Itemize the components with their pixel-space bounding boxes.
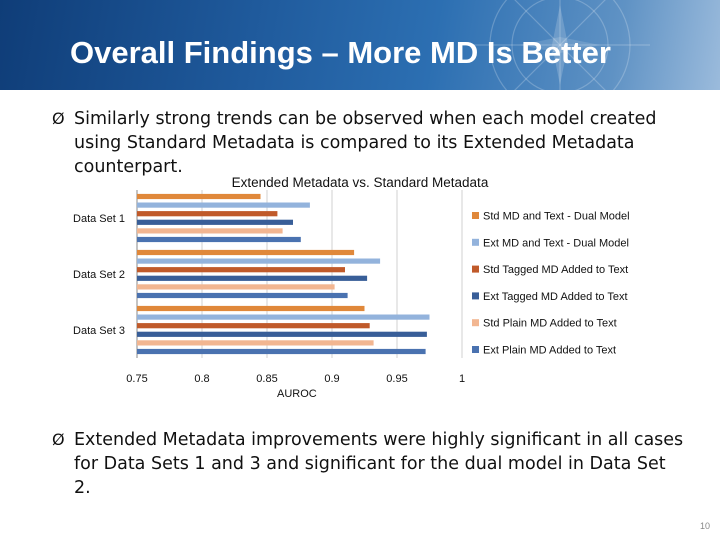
bullet-text-1: Similarly strong trends can be observed …: [74, 109, 657, 177]
auroc-bar-chart: 0.75 0.8 0.85 0.9 0.95 1 AUROC Data Set 1 Data S…: [73, 190, 630, 400]
legend-label: Std Plain MD Added to Text: [483, 318, 617, 330]
x-tick-label: 0.8: [194, 373, 209, 385]
bar: [137, 314, 430, 320]
legend-label: Ext Plain MD Added to Text: [483, 345, 616, 357]
legend-label: Std MD and Text - Dual Model: [483, 211, 630, 223]
bar: [137, 340, 374, 346]
bullet-point-2: Ø Extended Metadata improvements were hi…: [52, 428, 683, 498]
legend-swatch: [472, 319, 479, 327]
slide-title: Overall Findings – More MD Is Better: [70, 35, 611, 70]
category-label: Data Set 3: [73, 325, 125, 337]
chart-title: Extended Metadata vs. Standard Metadata: [231, 175, 489, 190]
slide-header: Overall Findings – More MD Is Better: [0, 0, 720, 90]
legend-swatch: [472, 238, 479, 246]
bar: [137, 211, 278, 217]
legend-label: Ext Tagged MD Added to Text: [483, 291, 628, 303]
bar: [137, 292, 348, 299]
bar: [137, 202, 310, 208]
bar: [137, 193, 261, 200]
x-axis-label: AUROC: [277, 388, 317, 400]
category-label: Data Set 2: [73, 269, 125, 281]
bar: [137, 267, 345, 273]
legend-swatch: [472, 292, 479, 300]
bar: [137, 275, 368, 281]
legend-swatch: [472, 346, 479, 353]
bar: [137, 249, 355, 256]
legend-swatch: [472, 265, 479, 273]
x-tick-label: 0.95: [386, 373, 407, 385]
bar: [137, 284, 335, 290]
page-number: 10: [699, 521, 710, 531]
bar: [137, 219, 293, 225]
x-tick-label: 0.75: [126, 373, 147, 385]
x-tick-label: 0.85: [256, 373, 277, 385]
legend-swatch: [472, 212, 479, 219]
x-tick-label: 1: [459, 373, 465, 385]
bullet-point-1: Ø Similarly strong trends can be observe…: [52, 107, 672, 177]
compass-background-decoration: [470, 0, 650, 90]
bar: [137, 305, 365, 312]
bar: [137, 228, 283, 234]
legend-label: Std Tagged MD Added to Text: [483, 264, 628, 276]
bar: [137, 323, 370, 329]
bar: [137, 348, 426, 355]
bar: [137, 258, 381, 264]
arrow-bullet-icon: Ø: [52, 109, 65, 128]
category-label: Data Set 1: [73, 213, 125, 225]
bar: [137, 331, 427, 337]
arrow-bullet-icon: Ø: [52, 430, 65, 449]
legend-label: Ext MD and Text - Dual Model: [483, 237, 629, 249]
bullet-text-2: Extended Metadata improvements were high…: [74, 430, 684, 498]
x-tick-label: 0.9: [324, 373, 339, 385]
bar: [137, 236, 301, 243]
